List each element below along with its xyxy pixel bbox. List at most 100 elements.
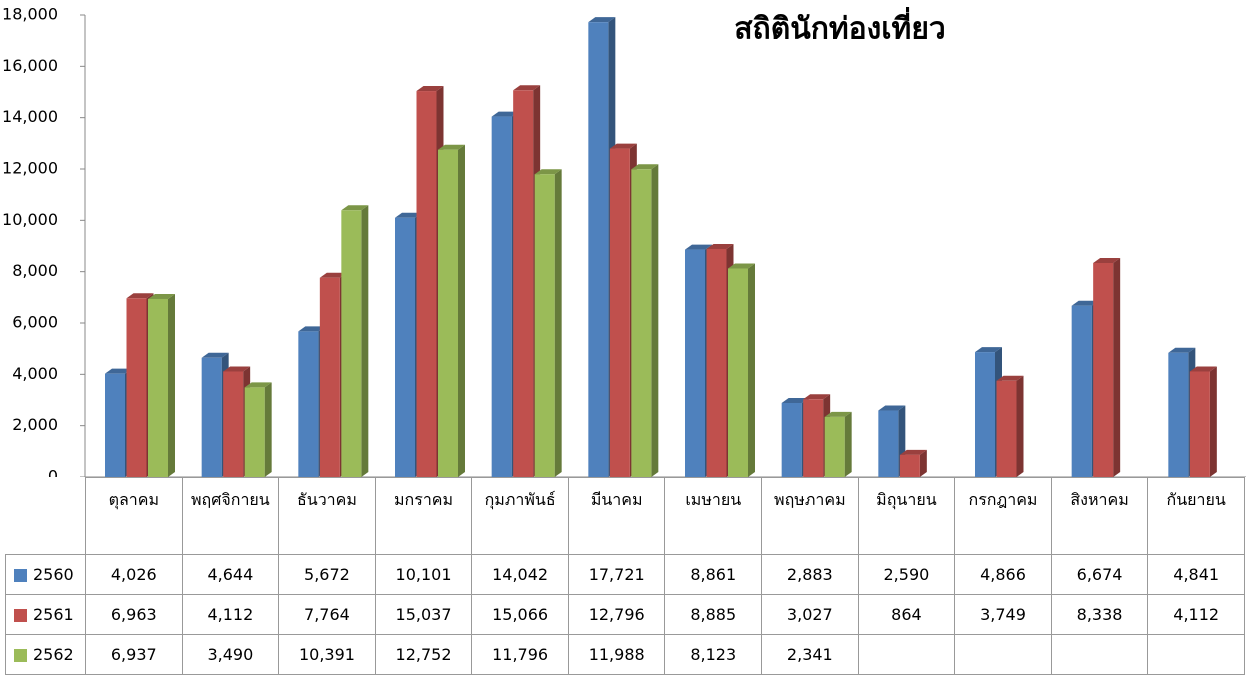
bar xyxy=(899,454,920,477)
table-cell: 14,042 xyxy=(471,554,569,595)
bar xyxy=(1071,305,1092,477)
bar-top xyxy=(975,347,1002,353)
table-cell: 2,590 xyxy=(857,554,956,595)
legend-swatch xyxy=(14,649,27,662)
bar xyxy=(438,149,458,477)
bar-side xyxy=(264,382,272,477)
table-cell: 6,963 xyxy=(85,594,183,635)
bar xyxy=(781,403,802,477)
table-row: 2562 6,937 3,490 10,391 12,752 11,796 11,988 8,… xyxy=(5,634,1245,675)
bar xyxy=(126,298,147,477)
bar-top xyxy=(1168,347,1196,353)
bar xyxy=(803,399,824,477)
data-table: ตุลาคม พฤศจิกายน ธันวาคม มกราคม กุมภาพันธ์ มี… xyxy=(5,477,1245,675)
x-tick-label: พฤศจิกายน xyxy=(181,477,280,555)
x-tick-label: กันยายน xyxy=(1147,477,1245,555)
table-cell: 5,672 xyxy=(278,554,376,595)
bar-top xyxy=(824,411,852,417)
bar-top xyxy=(126,293,154,299)
table-cell: 4,866 xyxy=(954,554,1052,595)
bar-top xyxy=(513,85,541,91)
bar-top xyxy=(534,169,562,175)
bar xyxy=(201,357,222,477)
table-row: 2561 6,963 4,112 7,764 15,037 15,066 12,796 8,8… xyxy=(5,594,1245,635)
table-corner xyxy=(6,478,86,555)
table-cell: 864 xyxy=(857,594,956,635)
table-cell: 6,674 xyxy=(1050,554,1149,595)
table-cell xyxy=(1147,634,1245,675)
bar xyxy=(878,410,899,477)
y-tick-label: 14,000 xyxy=(2,107,58,126)
x-tick-label: กุมภาพันธ์ xyxy=(471,477,569,555)
bar-top xyxy=(395,212,422,218)
bar xyxy=(588,22,609,477)
bar xyxy=(513,90,534,477)
x-tick-label: เมษายน xyxy=(664,477,763,555)
bar-top xyxy=(609,143,637,149)
y-tick-label: 4,000 xyxy=(12,364,58,383)
bar xyxy=(534,174,555,477)
bar-side xyxy=(748,263,755,477)
chart: สถิตินักท่องเที่ยว 0 2,000 4,000 6,000 8,000… xyxy=(2,5,1246,477)
table-cell: 4,026 xyxy=(85,554,183,595)
bar-top xyxy=(341,205,369,211)
legend-entry: 2561 xyxy=(5,594,86,635)
x-tick-label: มิถุนายน xyxy=(857,477,956,555)
bar-top xyxy=(899,449,927,455)
y-tick-label: 2,000 xyxy=(12,415,58,434)
table-row: 2560 4,026 4,644 5,672 10,101 14,042 17,721 8,8… xyxy=(5,554,1245,595)
table-cell: 17,721 xyxy=(567,554,666,595)
chart-title: สถิตินักท่องเที่ยว xyxy=(734,7,946,47)
x-tick-label: พฤษภาคม xyxy=(761,477,859,555)
table-cell: 8,885 xyxy=(664,594,763,635)
bar xyxy=(706,248,727,477)
legend-label: 2561 xyxy=(33,605,74,624)
y-tick-label: 16,000 xyxy=(2,56,58,75)
bar xyxy=(1189,371,1210,477)
legend-label: 2560 xyxy=(33,565,74,584)
table-cell: 11,988 xyxy=(567,634,666,675)
table-cell: 4,112 xyxy=(181,594,280,635)
bar xyxy=(728,268,748,477)
bar xyxy=(609,148,630,477)
legend-entry: 2560 xyxy=(5,554,86,595)
bar-top xyxy=(298,326,326,332)
bar-top xyxy=(728,263,755,269)
bar-top xyxy=(781,398,809,404)
bar xyxy=(105,373,125,477)
bar-top xyxy=(416,86,444,92)
x-tick-label: กรกฎาคม xyxy=(954,477,1052,555)
legend-swatch xyxy=(14,569,27,582)
legend-swatch xyxy=(14,609,27,622)
legend-label: 2562 xyxy=(33,645,74,664)
bar xyxy=(416,91,437,477)
bar xyxy=(824,416,845,477)
bar-top xyxy=(223,366,251,372)
x-tick-label: ตุลาคม xyxy=(85,477,183,555)
bar-top xyxy=(588,17,616,23)
table-cell: 4,112 xyxy=(1147,594,1245,635)
bar-top xyxy=(491,111,519,117)
bar-side xyxy=(1016,375,1024,477)
bar-side xyxy=(919,449,927,477)
bar-top xyxy=(878,405,906,411)
legend-entry: 2562 xyxy=(5,634,86,675)
bar-side xyxy=(1113,257,1121,477)
bar xyxy=(395,217,415,477)
bar xyxy=(148,298,168,477)
bar-side xyxy=(1209,366,1217,477)
table-cell: 12,796 xyxy=(567,594,666,635)
bar xyxy=(491,116,512,477)
bar-top xyxy=(319,272,347,278)
bar-top xyxy=(148,293,175,299)
bar-top xyxy=(244,382,272,388)
bar xyxy=(244,387,265,477)
table-cell: 2,883 xyxy=(761,554,859,595)
bar-top xyxy=(631,164,659,170)
bar-top xyxy=(706,243,734,249)
bar-top xyxy=(105,368,132,374)
x-tick-label: มีนาคม xyxy=(567,477,666,555)
table-cell: 15,037 xyxy=(374,594,473,635)
bar-top xyxy=(803,394,831,400)
